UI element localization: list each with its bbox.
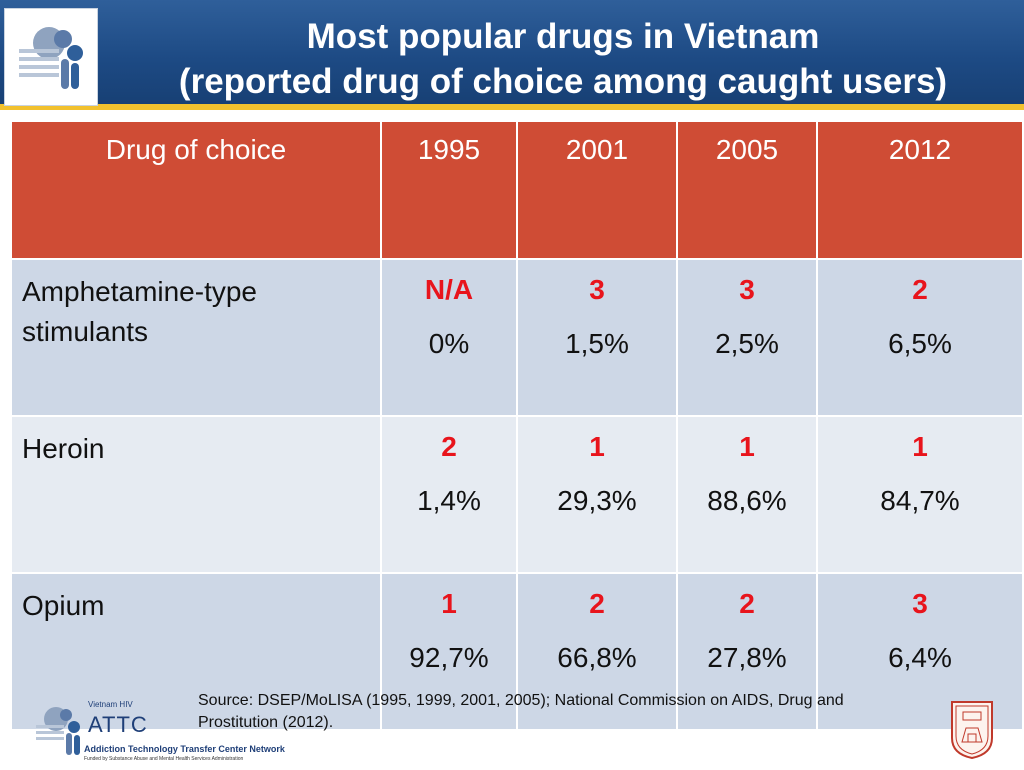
attc-logo-icon <box>28 695 298 765</box>
rank-value: 1 <box>739 431 755 462</box>
drug-table: Drug of choice 1995 2001 2005 2012 Amphe… <box>10 120 1024 731</box>
drug-name-cell: Opium <box>10 572 382 731</box>
percent-value: 6,4% <box>888 642 952 673</box>
page-title: Most popular drugs in Vietnam (reported … <box>110 14 1016 104</box>
value-cell: 1 29,3% <box>516 415 678 574</box>
drug-name-line-1: Heroin <box>22 433 105 464</box>
logo-network-text: Addiction Technology Transfer Center Net… <box>84 744 285 754</box>
rank-value: 3 <box>589 274 605 305</box>
percent-value: 92,7% <box>409 642 489 673</box>
drug-name-line-2: stimulants <box>22 316 149 347</box>
table-row: Heroin 2 1,4% 1 29,3% 1 88,6% 1 84,7% <box>10 415 1024 574</box>
drug-name-cell: Heroin <box>10 415 382 574</box>
rank-value: 3 <box>739 274 755 305</box>
column-header-1995: 1995 <box>380 120 518 260</box>
rank-value: 2 <box>739 588 755 619</box>
logo-name: ATTC <box>88 712 148 737</box>
percent-value: 0% <box>428 328 470 359</box>
value-cell: 2 66,8% <box>516 572 678 731</box>
rank-value: 2 <box>441 431 457 462</box>
value-cell: 2 1,4% <box>380 415 518 574</box>
percent-value: 66,8% <box>557 642 637 673</box>
value-cell: 1 88,6% <box>676 415 818 574</box>
table-row: Amphetamine-type stimulants N/A 0% 3 1,5… <box>10 258 1024 417</box>
percent-value: 6,5% <box>888 328 952 359</box>
header-logo-icon <box>4 8 98 106</box>
rank-value: 1 <box>912 431 928 462</box>
value-cell: 1 92,7% <box>380 572 518 731</box>
value-cell: 3 1,5% <box>516 258 678 417</box>
rank-value: 3 <box>912 588 928 619</box>
drug-name-line-1: Opium <box>22 590 105 621</box>
rank-value: 2 <box>589 588 605 619</box>
column-header-2005: 2005 <box>676 120 818 260</box>
logo-subtitle: Vietnam HIV <box>88 700 133 709</box>
university-seal-icon <box>946 698 998 760</box>
header-band <box>0 0 1024 108</box>
logo-funded-text: Funded by Substance Abuse and Mental Hea… <box>84 756 244 762</box>
percent-value: 2,5% <box>715 328 779 359</box>
source-citation: Source: DSEP/MoLISA (1995, 1999, 2001, 2… <box>198 692 844 731</box>
column-header-2012: 2012 <box>816 120 1024 260</box>
rank-value: N/A <box>424 274 474 305</box>
table-row: Opium 1 92,7% 2 66,8% 2 27,8% 3 6,4% <box>10 572 1024 731</box>
value-cell: 1 84,7% <box>816 415 1024 574</box>
percent-value: 88,6% <box>707 485 787 516</box>
column-header-drug: Drug of choice <box>10 120 382 260</box>
rank-value: 1 <box>441 588 457 619</box>
column-header-2001: 2001 <box>516 120 678 260</box>
rank-value: 1 <box>589 431 605 462</box>
rank-value: 2 <box>912 274 928 305</box>
percent-value: 29,3% <box>557 485 637 516</box>
value-cell: N/A 0% <box>380 258 518 417</box>
drug-name-cell: Amphetamine-type stimulants <box>10 258 382 417</box>
table-header-row: Drug of choice 1995 2001 2005 2012 <box>10 120 1024 260</box>
title-line-1: Most popular drugs in Vietnam <box>306 17 820 56</box>
percent-value: 27,8% <box>707 642 787 673</box>
percent-value: 84,7% <box>880 485 960 516</box>
title-line-2: (reported drug of choice among caught us… <box>178 62 948 101</box>
percent-value: 1,5% <box>565 328 629 359</box>
drug-name-line-1: Amphetamine-type <box>22 276 258 307</box>
percent-value: 1,4% <box>417 485 481 516</box>
value-cell: 2 6,5% <box>816 258 1024 417</box>
value-cell: 3 2,5% <box>676 258 818 417</box>
header-accent-line <box>0 104 1024 110</box>
value-cell: 2 27,8% <box>676 572 818 731</box>
